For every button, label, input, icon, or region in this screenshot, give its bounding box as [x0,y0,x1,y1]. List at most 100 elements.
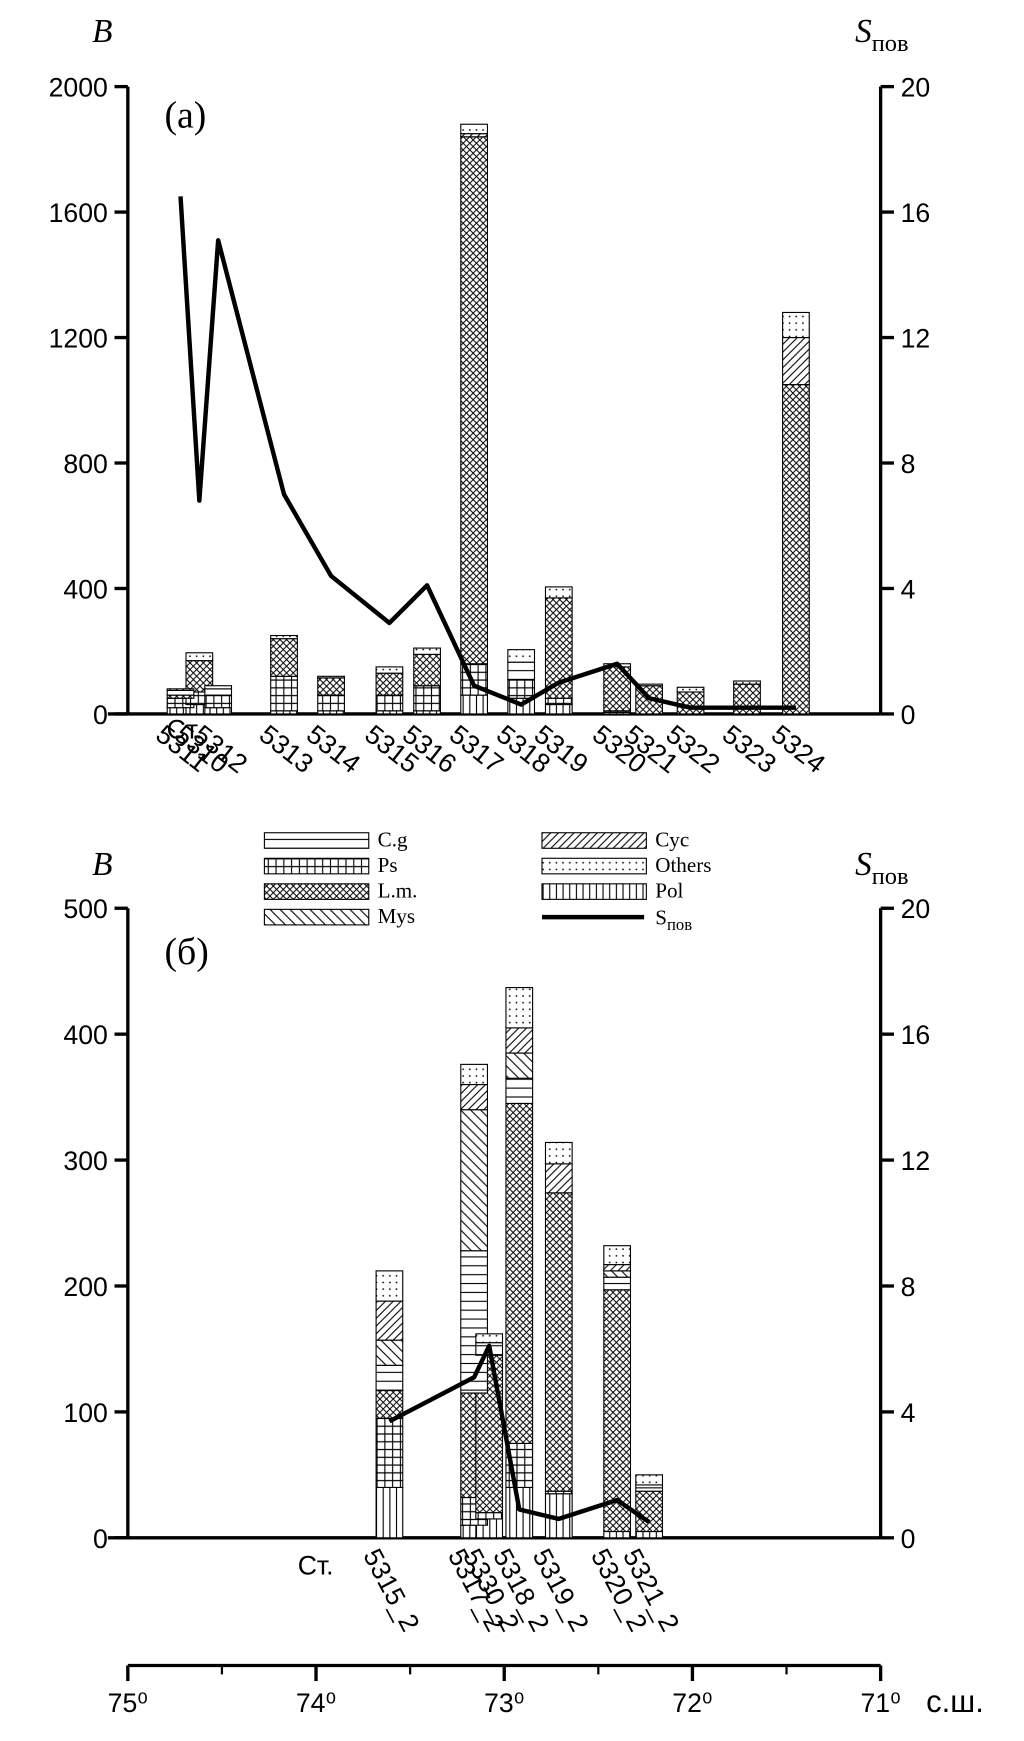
bar-segment [270,638,298,677]
bar-segment [676,691,705,715]
y-tick-label: 1600 [49,198,108,228]
bar-segment [375,1270,404,1302]
y-tick-label: 100 [63,1398,107,1428]
y-tick-label: 200 [63,1272,107,1302]
legend-swatch [263,832,370,849]
y-tick-label: 300 [63,1146,107,1176]
bar-segment [635,1474,664,1486]
bar-segment [317,675,345,679]
bar-segment [460,136,488,665]
y-tick-label: 500 [63,894,107,924]
bar-segment [782,311,810,339]
legend-swatch [541,832,647,849]
legend-label: L.m. [378,879,418,903]
bar-segment [603,1276,632,1291]
y2-tick-label: 16 [901,1020,931,1050]
y2-axis-label: Sпов [855,846,908,890]
bar-segment [204,707,233,715]
legend-label: Others [655,853,711,877]
legend-swatch [541,857,647,875]
bar-segment [460,694,488,715]
bar-segment [460,123,488,135]
bar-segment [375,1389,404,1419]
bar-segment [507,649,536,663]
y2-tick-label: 12 [901,324,931,354]
latitude-axis-label: с.ш. [926,1684,984,1719]
bar-segment [460,1063,488,1086]
panel-label: (б) [164,931,208,973]
bar-segment [507,661,536,680]
y-tick-label: 1200 [49,324,108,354]
x-tick-label: 73⁰ [484,1688,524,1718]
bar-segment [544,1163,573,1194]
bar-segment [413,685,441,712]
bar-segment [270,675,298,712]
y2-tick-label: 0 [901,700,916,730]
bar-segment [603,1289,632,1533]
bar-segment [185,652,214,662]
y-axis-label: B [92,846,112,883]
bar-segment [603,1530,632,1539]
bar-segment [733,680,761,685]
legend-label: Mys [378,904,415,928]
bar-segment [375,694,404,712]
legend-swatch [541,883,647,900]
bar-segment [635,1490,664,1533]
bar-segment [204,694,233,709]
y2-tick-label: 20 [901,894,931,924]
bar-segment [782,336,810,386]
legend-label-sub: пов [667,915,692,934]
legend-label: Sпов [655,905,692,934]
y2-tick-label: 20 [901,73,931,103]
bar-segment [375,1417,404,1488]
bar-segment [375,1339,404,1366]
y-tick-label: 400 [63,1020,107,1050]
bar-segment [544,1192,573,1492]
y-tick-label: 0 [93,1524,108,1554]
bar-segment [317,694,345,712]
bar-segment [544,586,573,599]
bar-segment [375,1486,404,1539]
bar-segment [505,1077,534,1104]
legend-label: Ps [378,853,398,877]
bar-segment [475,1333,504,1344]
y-tick-label: 400 [63,574,107,604]
x-tick-label: 71⁰ [860,1688,900,1718]
bar-segment [460,1250,488,1394]
bar-segment [375,666,404,674]
legend-swatch [263,857,370,875]
y2-axis-label-sub: пов [872,30,909,57]
station-label: 5315_2 [357,1544,425,1637]
y-tick-label: 0 [93,700,108,730]
y2-tick-label: 12 [901,1146,931,1176]
y2-axis-label-main: S [855,13,872,50]
y2-tick-label: 16 [901,198,931,228]
bar-segment [375,1364,404,1392]
y2-axis-label-main: S [855,846,872,883]
panel-label: (а) [164,95,206,137]
station-axis-label: Ст. [298,1550,334,1580]
bar-segment [603,1264,632,1272]
bar-segment [635,1484,664,1492]
bar-segment [166,688,195,691]
y-axis-label: B [92,13,112,50]
x-tick-label: 74⁰ [296,1688,336,1718]
bar-segment [413,647,441,655]
station-label: 5323 [717,719,782,779]
bar-segment [270,634,298,640]
x-tick-label: 75⁰ [108,1688,148,1718]
station-axis-label: Ст. [167,714,203,744]
y2-tick-label: 0 [901,1524,916,1554]
line [388,1343,651,1524]
bar-segment [375,672,404,696]
bar-segment [317,677,345,696]
bar-segment [166,689,195,696]
station-label: 5324 [766,719,831,779]
y2-tick-label: 8 [901,1272,916,1302]
bar-segment [505,1102,534,1444]
bar-segment [204,685,233,690]
bar-segment [603,1270,632,1278]
bar-segment [507,678,536,699]
bar-segment [635,1530,664,1539]
